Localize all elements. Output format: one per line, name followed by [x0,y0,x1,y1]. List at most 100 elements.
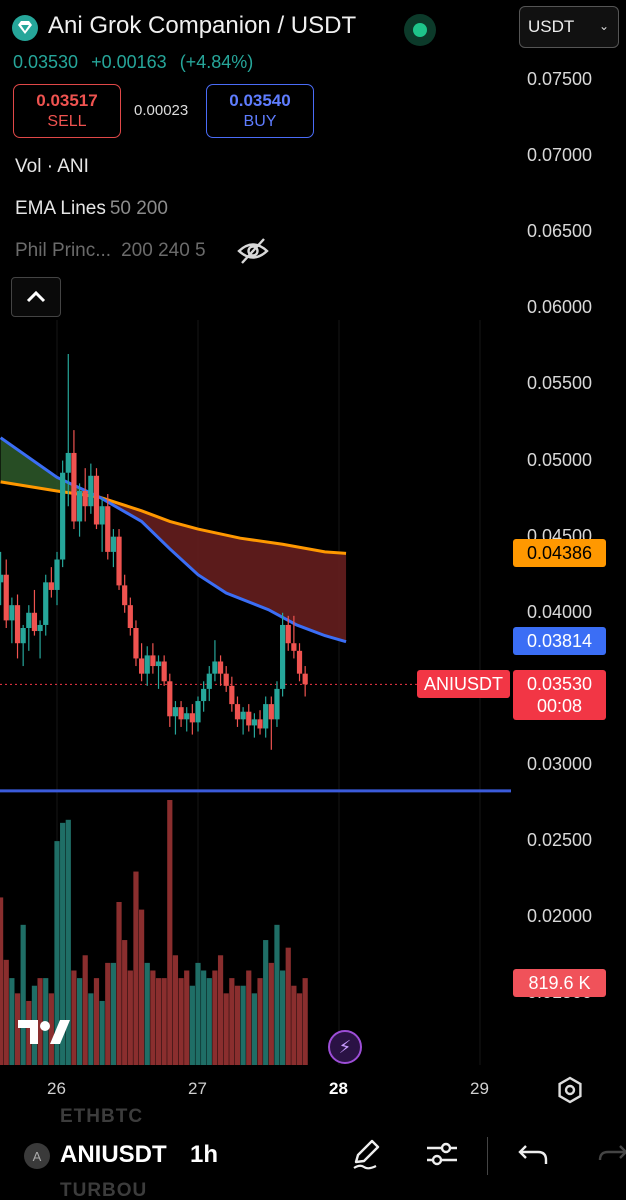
candle-body [144,655,150,674]
time-axis-label: 27 [188,1079,207,1098]
candle-body [167,681,173,717]
volume-bar [26,1000,32,1065]
volume-bar [82,955,88,1065]
volume-bar [144,962,150,1065]
volume-bar [223,993,229,1065]
currency-select[interactable]: USDT ⌄ [519,6,619,48]
candle-body [88,475,94,507]
volume-bar [122,940,128,1065]
candle [43,574,49,636]
indicator-volume[interactable]: Vol · ANI [15,156,89,178]
eye-off-icon[interactable] [236,236,270,266]
settings-icon[interactable] [556,1076,584,1104]
indicator-volume-label: Vol · ANI [15,156,89,177]
candle [127,597,133,636]
price-axis-label: 0.02500 [527,830,593,851]
price-axis-label: 0.06500 [527,221,593,242]
candle-body [217,661,224,674]
candle-body [296,650,303,674]
candle [20,624,26,667]
candle-body [71,452,77,522]
volume-bar [291,985,297,1065]
candle-body [212,661,218,674]
candle-body [26,612,32,628]
candle [93,468,100,530]
volume-bar [60,822,66,1065]
candle [201,681,207,712]
bar-countdown: 00:08 [536,696,583,716]
volume-bar [71,970,77,1065]
indicator-settings-icon[interactable] [424,1136,460,1172]
candle [65,354,71,507]
sell-label: SELL [47,113,87,130]
candle [172,701,179,735]
candle-body [178,707,184,720]
volume-bar [155,978,162,1065]
candle-body [9,605,15,621]
volume-bar [246,970,252,1065]
volume-bar [116,902,122,1065]
symbol-title[interactable]: Ani Grok Companion / USDT [48,12,357,39]
candle [302,666,308,697]
volume-bar [150,970,156,1065]
indicator-phil[interactable]: Phil Princ... 200 240 5 [15,240,206,262]
volume-bar [14,993,21,1065]
volume-bar [65,819,71,1065]
buy-button[interactable]: 0.03540 BUY [206,84,314,138]
sell-button[interactable]: 0.03517 SELL [13,84,121,138]
candle [217,655,224,686]
collapse-legend-button[interactable] [11,277,61,317]
volume-bar [285,947,291,1065]
time-axis-label: 28 [329,1079,348,1098]
candle [268,696,274,750]
toolbar-symbol[interactable]: ANIUSDT [60,1141,167,1168]
volume-bar [195,962,201,1065]
redo-icon[interactable] [594,1136,626,1172]
candle-body [65,452,71,473]
candle-body [246,711,252,726]
indicator-ema-params: 50 200 [109,198,168,219]
candle-body [60,472,66,560]
price-axis-label: 0.07000 [527,145,593,166]
candle-body [155,661,162,667]
sell-price: 0.03517 [36,91,98,110]
candle [280,612,286,697]
market-status-icon[interactable] [404,14,436,46]
volume-bar [206,978,212,1065]
price-axis-label: 0.03000 [527,754,593,774]
candle [105,494,111,560]
candle-body [291,643,297,651]
volume-bar [37,978,43,1065]
volume-bar [105,962,111,1065]
volume-bar [280,970,286,1065]
undo-icon[interactable] [516,1136,552,1172]
volume-bar [93,978,100,1065]
tradingview-logo-icon[interactable] [18,1018,70,1046]
volume-bar [99,1000,105,1065]
candle-body [240,711,246,720]
indicator-ema[interactable]: EMA Lines 50 200 [15,198,168,220]
volume-bar [0,897,4,1065]
candle-body [48,582,54,590]
candle [257,710,263,735]
candle-body [122,585,128,606]
indicator-phil-params: 200 240 5 [121,240,206,261]
chevron-up-icon [26,291,46,303]
candle-body [172,707,179,717]
volume-bar [76,978,83,1065]
price-change: +0.00163 [91,52,167,72]
candle-body [82,491,88,507]
lightning-icon[interactable]: ⚡ [328,1030,362,1064]
candle-body [257,719,263,729]
candle [285,615,291,651]
price-axis-label: 0.02000 [527,906,593,927]
interval-button[interactable]: 1h [190,1141,219,1168]
volume-bar [296,993,303,1065]
toolbar-divider [487,1137,488,1175]
volume-bar [54,841,60,1065]
indicator-phil-label: Phil Princ... [15,240,112,261]
candle-body [268,704,274,720]
candle [122,574,128,613]
drawing-pencil-icon[interactable] [348,1136,384,1172]
